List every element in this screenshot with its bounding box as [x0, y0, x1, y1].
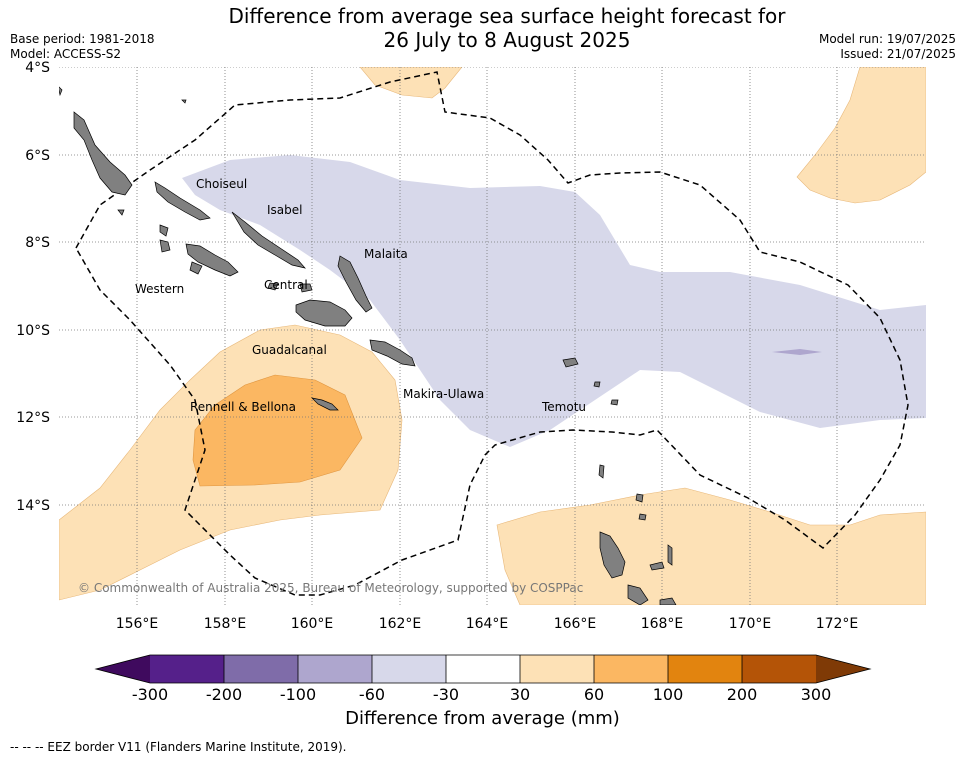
island-vanikoro [610, 399, 619, 406]
copyright-text: © Commonwealth of Australia 2025, Bureau… [78, 581, 583, 595]
lat-tick: 14°S [16, 498, 50, 514]
island-utupua [593, 381, 601, 388]
colorbar-tick: 60 [584, 685, 604, 704]
island-makira [369, 339, 416, 367]
issued-text: Issued: 21/07/2025 [840, 47, 956, 61]
label-choiseul: Choiseul [196, 177, 247, 191]
lat-tick: 12°S [16, 410, 50, 426]
colorbar-tick: -60 [359, 685, 385, 704]
island-pentecost [667, 544, 673, 566]
lon-tick: 158°E [204, 616, 247, 632]
colorbar-under-arrow [96, 655, 150, 683]
lon-tick: 172°E [816, 616, 859, 632]
island-espiritu-santo [599, 531, 626, 579]
province-labels: Choiseul Isabel Malaita Western Central … [135, 177, 586, 414]
positive-anomaly-northeast [796, 67, 926, 204]
colorbar-segment [446, 655, 520, 683]
colorbar-segment [742, 655, 816, 683]
island-malaita [337, 255, 373, 313]
label-guadalcanal: Guadalcanal [252, 343, 327, 357]
island-guadalcanal [295, 299, 353, 327]
positive-anomaly-southeast [496, 487, 926, 605]
lon-tick-labels: 156°E 158°E 160°E 162°E 164°E 166°E 168°… [116, 616, 859, 632]
lon-tick: 168°E [641, 616, 684, 632]
model-text: Model: ACCESS-S2 [10, 47, 122, 61]
lat-tick: 6°S [25, 148, 50, 164]
island-rendova [189, 261, 203, 275]
label-temotu: Temotu [541, 400, 586, 414]
island-vella [159, 224, 169, 237]
island-buka [59, 86, 63, 97]
negative-anomaly-patch [772, 349, 822, 355]
meta-right: Model run: 19/07/2025 Issued: 21/07/2025 [819, 32, 956, 62]
lon-tick: 160°E [291, 616, 334, 632]
island-torres [598, 464, 605, 479]
lon-tick: 156°E [116, 616, 159, 632]
lon-tick: 170°E [729, 616, 772, 632]
base-period-text: Base period: 1981-2018 [10, 32, 155, 46]
island-rennell [310, 397, 339, 411]
colorbar-segment [372, 655, 446, 683]
label-rennell-bellona: Rennell & Bellona [190, 400, 296, 414]
graticule [59, 67, 926, 605]
land [59, 86, 677, 605]
positive-anomaly-north [359, 67, 463, 99]
colorbar-segment [224, 655, 298, 683]
island-new-georgia [185, 243, 239, 277]
lat-tick: 10°S [16, 323, 50, 339]
lat-tick: 8°S [25, 235, 50, 251]
colorbar-segment [594, 655, 668, 683]
colorbar-segment [668, 655, 742, 683]
colorbar-tick: 30 [510, 685, 530, 704]
label-makira-ulawa: Makira-Ulawa [403, 387, 484, 401]
colorbar-tick: 300 [801, 685, 832, 704]
colorbar-segment [150, 655, 224, 683]
map-title-line1: Difference from average sea surface heig… [228, 4, 786, 28]
label-isabel: Isabel [267, 203, 302, 217]
lat-tick: 4°S [25, 60, 50, 76]
colorbar-tick: 200 [727, 685, 758, 704]
island-shortland [117, 209, 125, 216]
island-malekula [627, 584, 649, 605]
colorbar-tick: -30 [433, 685, 459, 704]
colorbar-tick: 100 [653, 685, 684, 704]
eez-legend: -- -- -- EEZ border V11 (Flanders Marine… [10, 740, 347, 754]
island-florida [299, 283, 313, 293]
island-ambrym [659, 597, 677, 605]
label-western: Western [135, 282, 184, 296]
negative-anomaly-band [182, 155, 926, 447]
map-title: Difference from average sea surface heig… [0, 4, 965, 52]
colorbar: -300 -200 -100 -60 -30 30 60 100 200 300 [94, 654, 872, 704]
island-isabel [231, 211, 306, 269]
colorbar-title: Difference from average (mm) [345, 708, 620, 729]
island-kolombangara [159, 239, 171, 253]
island-choiseul [154, 181, 211, 221]
colorbar-segment [298, 655, 372, 683]
colorbar-tick: -300 [132, 685, 168, 704]
lon-tick: 162°E [379, 616, 422, 632]
lon-tick: 166°E [554, 616, 597, 632]
map-area: © Commonwealth of Australia 2025, Bureau… [59, 67, 926, 605]
colorbar-tick: -100 [280, 685, 316, 704]
island-russell [267, 282, 279, 291]
label-central: Central [264, 278, 308, 292]
island-santa-cruz [562, 357, 579, 368]
model-run-text: Model run: 19/07/2025 [818, 32, 956, 46]
island-gaua [638, 513, 647, 521]
island-bougainville [73, 111, 133, 196]
colorbar-over-arrow [816, 655, 870, 683]
island-ambae [649, 561, 665, 571]
label-malaita: Malaita [364, 247, 408, 261]
meta-left: Base period: 1981-2018 Model: ACCESS-S2 [10, 32, 155, 62]
island-banks [635, 493, 644, 503]
lat-tick-labels: 4°S 6°S 8°S 10°S 12°S 14°S [16, 60, 50, 514]
eez-border [75, 71, 909, 596]
island-ontong [181, 99, 187, 104]
lon-tick: 164°E [466, 616, 509, 632]
colorbar-tick: -200 [206, 685, 242, 704]
colorbar-segment [520, 655, 594, 683]
map-title-line2: 26 July to 8 August 2025 [383, 28, 631, 52]
